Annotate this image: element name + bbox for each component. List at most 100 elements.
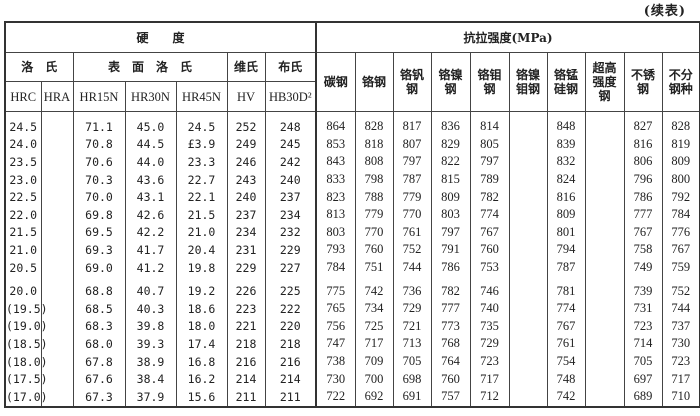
table-cell: 38.4 [124, 370, 177, 388]
table-cell: (19.0) [4, 317, 48, 336]
table-cell: 782 [430, 276, 471, 300]
table-cell: 70.6 [72, 153, 126, 171]
table-cell: 20.5 [4, 258, 42, 277]
table-cell: 721 [392, 317, 432, 336]
header-hardness: 硬 度 [4, 21, 318, 53]
table-cell: 19.2 [175, 276, 228, 300]
table-cell: 240 [264, 170, 318, 189]
table-cell [584, 317, 625, 336]
table-row: (17.5) 67.6 38.4 16.2 214 214 730 700 698 760 717 7… [4, 370, 700, 388]
table-cell: 753 [469, 258, 510, 277]
header-code-hr45n: HR45N [175, 81, 228, 112]
table-cell: 815 [430, 170, 471, 189]
table-cell [584, 352, 625, 371]
hardness-tensile-table: 硬 度 抗拉强度(MPa) 洛 氏 表 面 洛 氏 维氏 布氏 碳钢 铬钢 铬钒钢铬… [4, 21, 700, 408]
table-row: (19.0) 68.3 39.8 18.0 221 220 756 725 721 773 735 7… [4, 317, 700, 336]
table-cell: 17.4 [175, 335, 228, 353]
table-cell: 829 [430, 135, 471, 154]
table-cell: 749 [623, 258, 663, 277]
table-cell: 777 [623, 205, 663, 224]
table-cell: 788 [354, 188, 394, 206]
table-cell [508, 299, 548, 318]
table-cell: 784 [315, 258, 356, 277]
table-cell: 767 [469, 223, 510, 242]
table-cell: 39.3 [124, 335, 177, 353]
table-cell: 723 [661, 352, 700, 371]
table-cell: 747 [315, 335, 356, 353]
table-cell: (17.0) [4, 387, 48, 407]
table-cell: 714 [623, 335, 663, 353]
table-cell: 21.0 [175, 223, 228, 242]
table-cell: 752 [661, 276, 700, 300]
table-cell: 824 [546, 170, 586, 189]
table-cell: 234 [264, 205, 318, 224]
table-cell [40, 170, 74, 189]
table-cell: 232 [264, 223, 318, 242]
table-cell: 717 [354, 335, 394, 353]
table-cell: 809 [546, 205, 586, 224]
table-cell: 819 [661, 135, 700, 154]
header-code-hr30n: HR30N [124, 81, 177, 112]
table-cell: 760 [430, 370, 471, 388]
header-code-hr15n: HR15N [72, 81, 126, 112]
table-cell: 813 [315, 205, 356, 224]
table-cell: 214 [226, 370, 266, 388]
table-cell [584, 111, 625, 136]
table-cell: 38.9 [124, 352, 177, 371]
table-cell: 20.4 [175, 241, 228, 259]
table-cell: 37.9 [124, 387, 177, 407]
table-cell: 729 [392, 299, 432, 318]
table-cell: 725 [354, 317, 394, 336]
table-cell: 252 [226, 111, 266, 136]
table-cell: 796 [623, 170, 663, 189]
table-cell: 705 [623, 352, 663, 371]
table-cell: 767 [661, 241, 700, 259]
table-cell: (19.5) [4, 299, 48, 318]
table-cell: (17.5) [4, 370, 48, 388]
table-cell: 22.5 [4, 188, 42, 206]
table-cell: 730 [661, 335, 700, 353]
table-cell: 698 [392, 370, 432, 388]
table-cell [508, 153, 548, 171]
table-cell: (18.5) [4, 335, 48, 353]
table-cell: 864 [315, 111, 356, 136]
table-cell: 237 [264, 188, 318, 206]
table-cell: 713 [392, 335, 432, 353]
table-cell: 225 [264, 276, 318, 300]
table-cell: 221 [226, 317, 266, 336]
table-cell [584, 387, 625, 407]
header-code-hra: HRA [40, 81, 74, 112]
table-cell [584, 299, 625, 318]
table-cell: 768 [430, 335, 471, 353]
table-cell: 751 [354, 258, 394, 277]
table-cell: 16.8 [175, 352, 228, 371]
table-row: 22.0 69.8 42.6 21.5 237 234 813 779 770 803 774 809… [4, 205, 700, 224]
table-cell: 710 [661, 387, 700, 407]
table-cell: 798 [354, 170, 394, 189]
table-cell: 248 [264, 111, 318, 136]
table-cell [40, 205, 74, 224]
table-cell: 22.1 [175, 188, 228, 206]
header-steel-2: 铬钒钢 [392, 52, 432, 112]
table-cell: 723 [623, 317, 663, 336]
header-steel-0: 碳钢 [315, 52, 356, 112]
table-row: 23.5 70.6 44.0 23.3 246 242 843 808 797 822 797 832… [4, 153, 700, 171]
table-cell [40, 111, 74, 136]
table-cell: 760 [469, 241, 510, 259]
table-cell [508, 135, 548, 154]
table-cell: 736 [392, 276, 432, 300]
table-cell: 68.8 [72, 276, 126, 300]
header-vickers: 维氏 [226, 52, 266, 82]
header-code-hb30d: HB30D² [264, 81, 318, 112]
table-cell: 67.6 [72, 370, 126, 388]
table-cell [508, 335, 548, 353]
table-cell: 767 [546, 317, 586, 336]
table-cell: 735 [469, 317, 510, 336]
table-cell: 786 [623, 188, 663, 206]
table-cell: 231 [226, 241, 266, 259]
table-cell: 70.8 [72, 135, 126, 154]
table-cell: 792 [661, 188, 700, 206]
table-cell: 229 [226, 258, 266, 277]
table-cell: 41.7 [124, 241, 177, 259]
table-cell: 803 [315, 223, 356, 242]
